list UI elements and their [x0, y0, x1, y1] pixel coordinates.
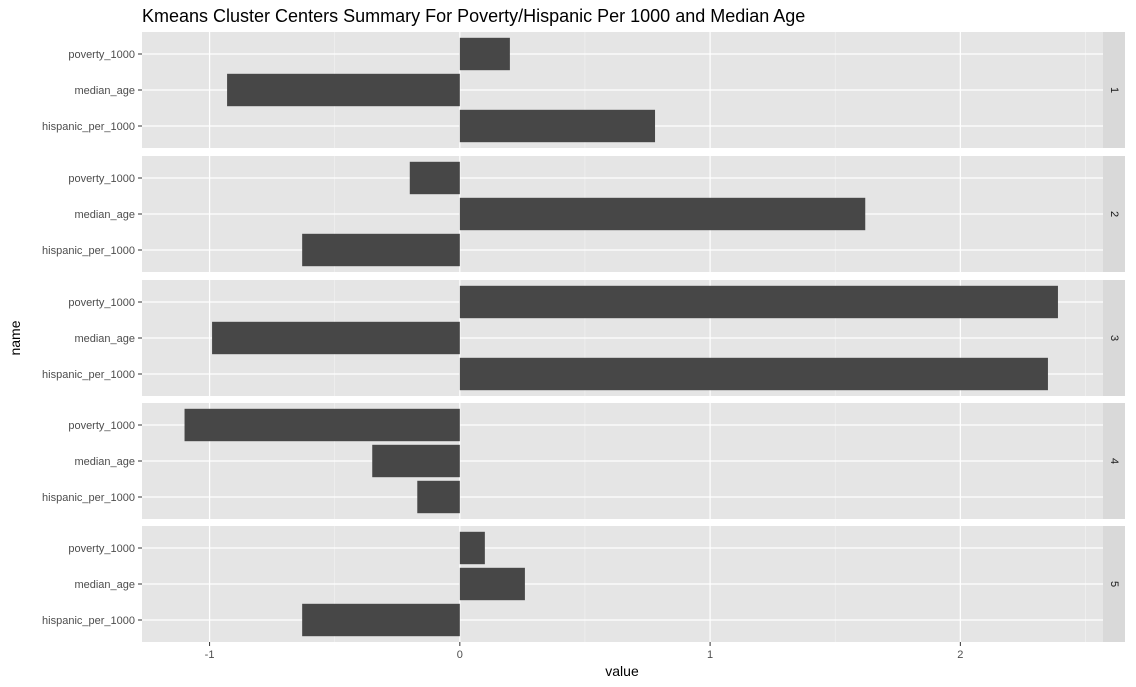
y-axis-title: name [7, 320, 23, 355]
facet-strip [1103, 403, 1125, 519]
x-tick-label: -1 [205, 649, 215, 661]
bar [459, 357, 1048, 391]
bar [184, 408, 460, 442]
facet-panel: poverty_1000 median_age hispanic_per_1000 2 [42, 156, 1125, 272]
y-tick-label: poverty_1000 [68, 297, 135, 309]
bar [302, 233, 460, 267]
y-tick-label: poverty_1000 [68, 543, 135, 555]
facet-panels: poverty_1000 median_age hispanic_per_1000 1… [42, 32, 1125, 642]
facet-strip [1103, 280, 1125, 396]
x-axis: -1 0 1 2 [205, 642, 963, 661]
facet-strip-label: 5 [1108, 581, 1120, 587]
y-tick-label: hispanic_per_1000 [42, 369, 135, 381]
y-tick-label: median_age [74, 209, 135, 221]
bar [302, 603, 460, 637]
bar [459, 531, 485, 565]
facet-strip [1103, 32, 1125, 148]
bar [227, 73, 460, 107]
facet-panel: poverty_1000 median_age hispanic_per_1000 5 [42, 526, 1125, 642]
bar [212, 321, 460, 355]
facet-strip-label: 2 [1108, 211, 1120, 217]
y-tick-label: hispanic_per_1000 [42, 492, 135, 504]
facet-strip [1103, 156, 1125, 272]
facet-strip [1103, 526, 1125, 642]
facet-strip-label: 1 [1108, 87, 1120, 93]
bar [459, 285, 1058, 319]
bar [459, 37, 510, 71]
facet-strip-label: 4 [1108, 458, 1120, 464]
x-tick-label: 2 [957, 649, 963, 661]
x-axis-title: value [605, 663, 639, 679]
y-tick-label: poverty_1000 [68, 173, 135, 185]
bar [417, 480, 460, 514]
facet-strip-label: 3 [1108, 335, 1120, 341]
y-tick-label: poverty_1000 [68, 49, 135, 61]
y-tick-label: median_age [74, 456, 135, 468]
y-tick-label: hispanic_per_1000 [42, 245, 135, 257]
y-tick-label: hispanic_per_1000 [42, 121, 135, 133]
facet-panel: poverty_1000 median_age hispanic_per_1000 4 [42, 403, 1125, 519]
x-tick-label: 1 [707, 649, 713, 661]
bar [459, 197, 866, 231]
y-tick-label: median_age [74, 85, 135, 97]
bar [372, 444, 460, 478]
facet-panel: poverty_1000 median_age hispanic_per_1000 3 [42, 280, 1125, 396]
bar [459, 109, 656, 143]
bar [459, 567, 525, 601]
y-tick-label: median_age [74, 579, 135, 591]
y-tick-label: hispanic_per_1000 [42, 615, 135, 627]
y-tick-label: median_age [74, 333, 135, 345]
bar [409, 161, 460, 195]
chart-title: Kmeans Cluster Centers Summary For Pover… [142, 6, 805, 26]
facet-panel: poverty_1000 median_age hispanic_per_1000 1 [42, 32, 1125, 148]
x-tick-label: 0 [457, 649, 463, 661]
y-tick-label: poverty_1000 [68, 420, 135, 432]
